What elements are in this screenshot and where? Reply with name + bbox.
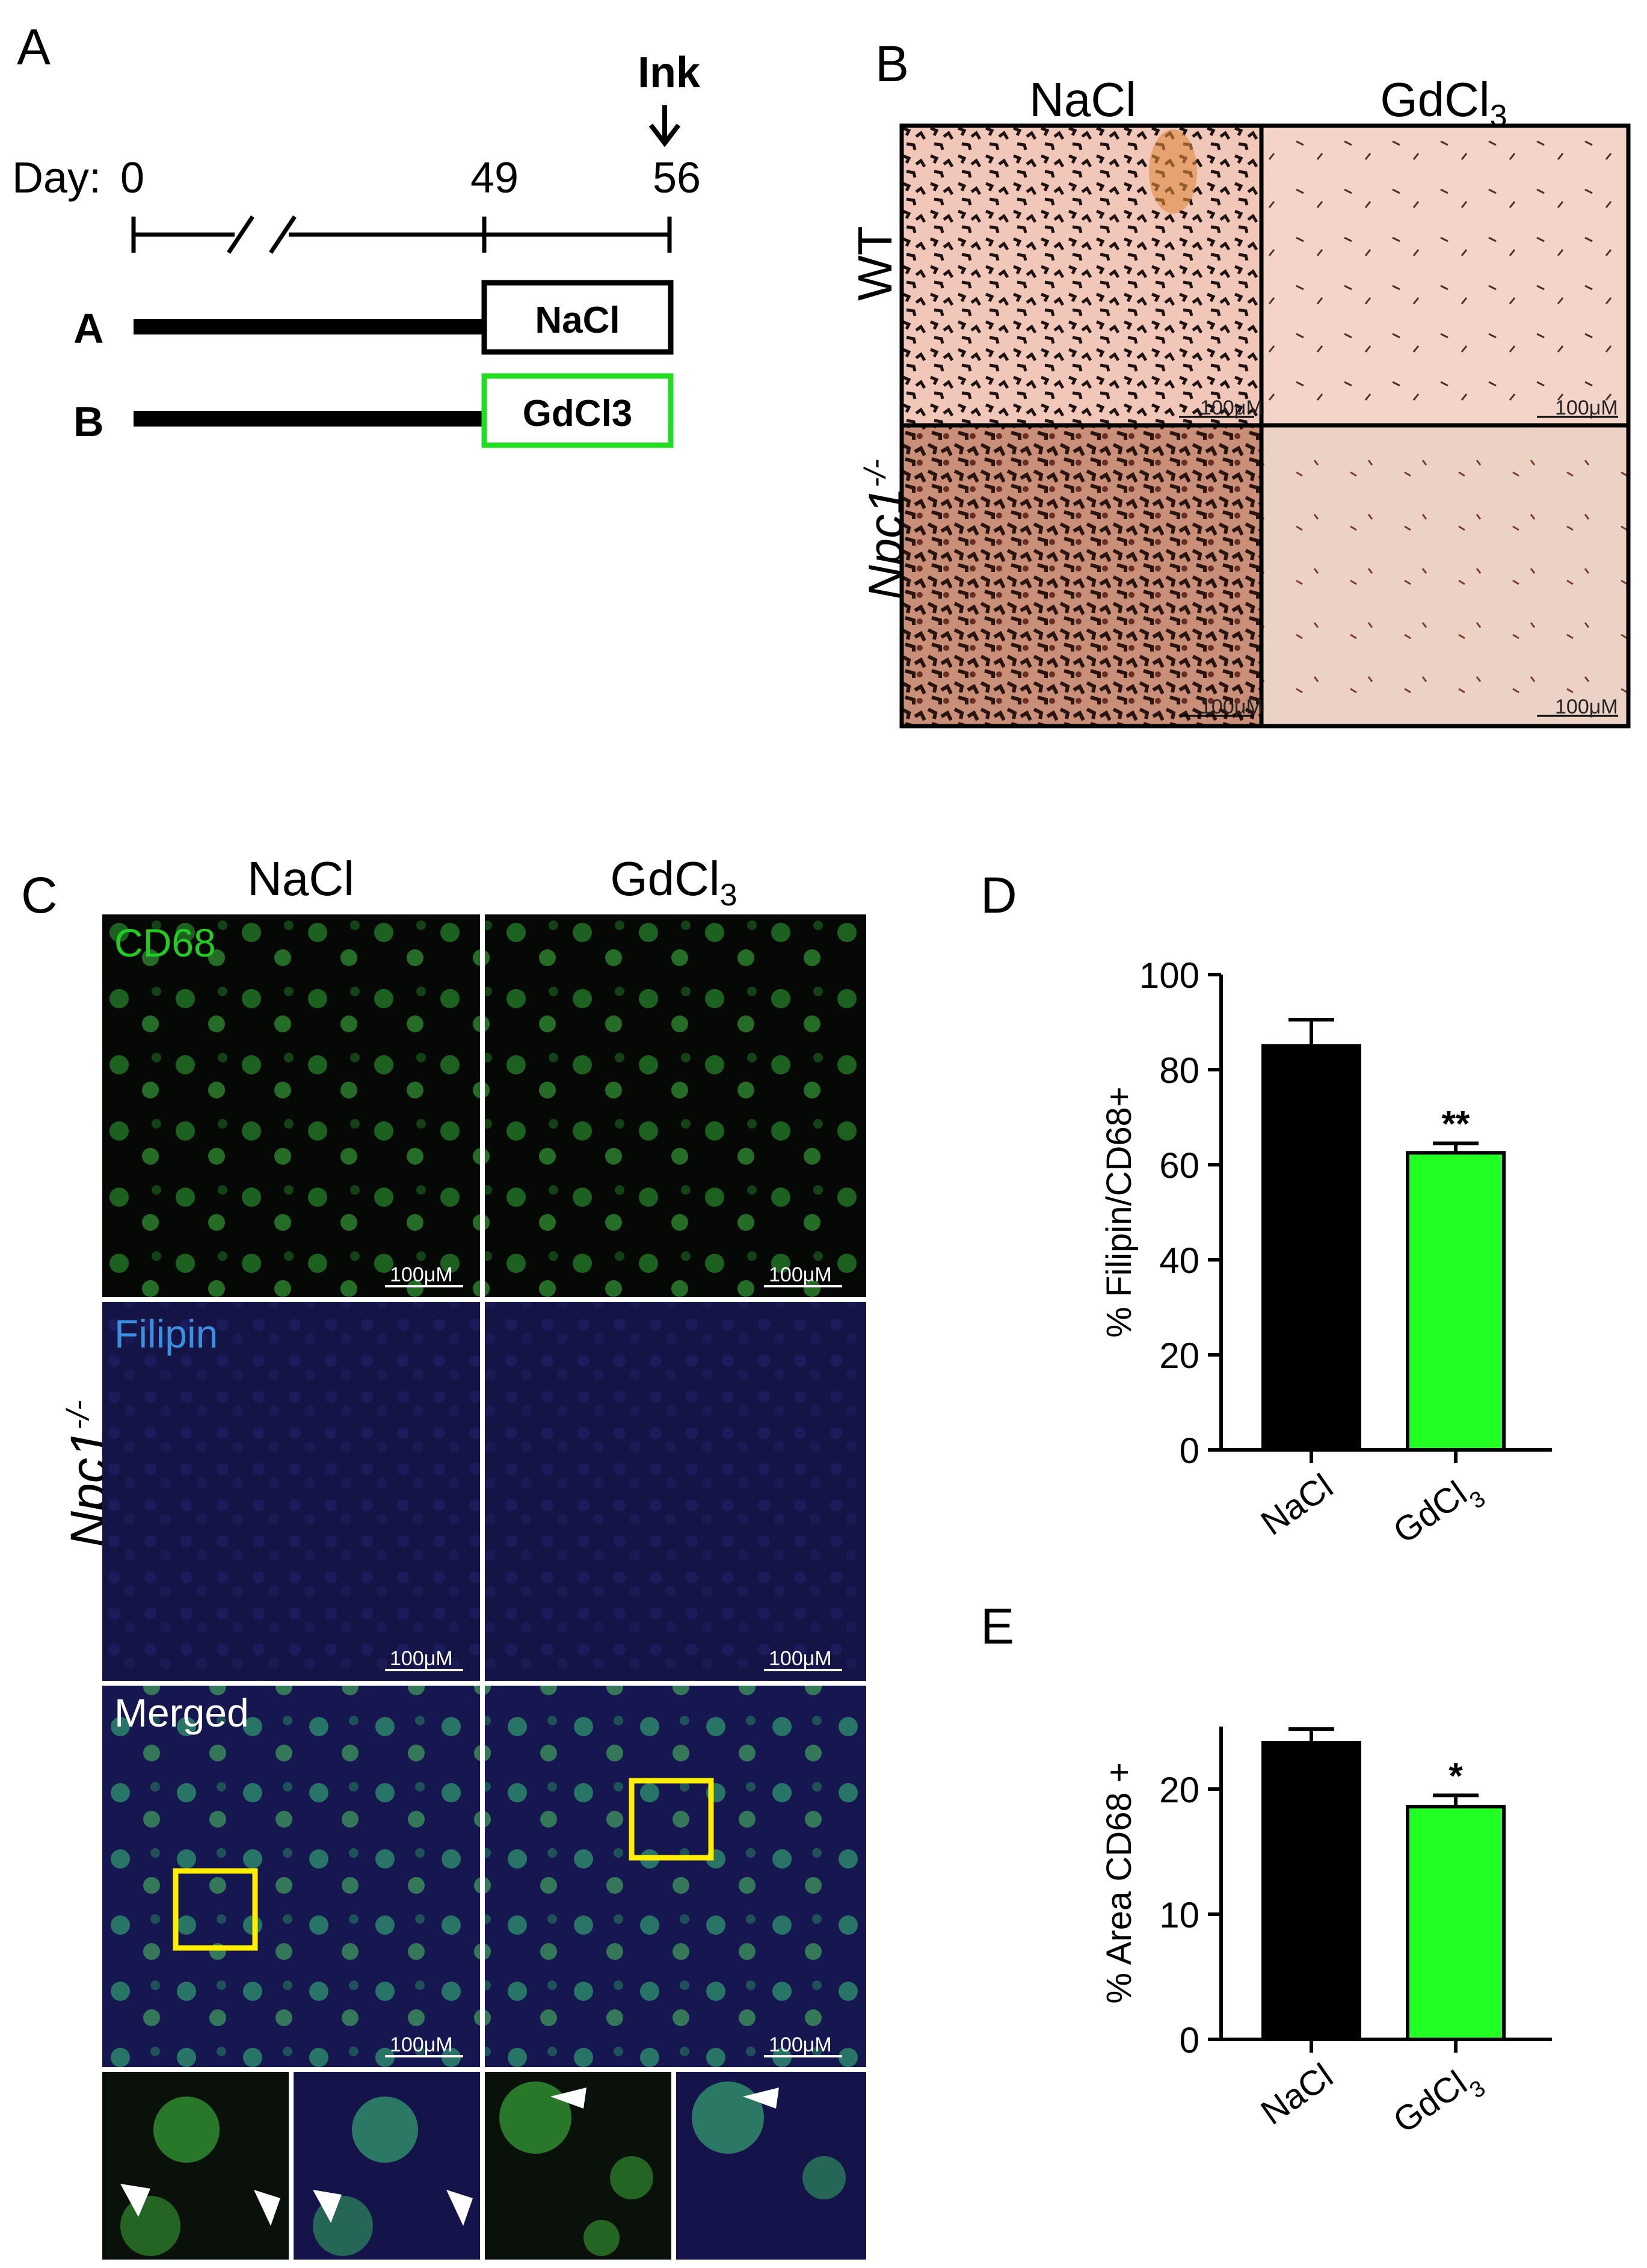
significance-label: ** bbox=[1442, 1103, 1470, 1144]
bar-gdcl3 bbox=[1406, 1805, 1506, 2041]
filipin-gdcl3-scale: 100μM bbox=[769, 1647, 832, 1670]
merged-nacl-image bbox=[102, 1686, 480, 2067]
x-tick-label: GdCl3 bbox=[1387, 2056, 1491, 2149]
panel-c-col-gdcl3-sub: 3 bbox=[719, 878, 737, 913]
cd68-gdcl3-scale: 100μM bbox=[769, 1263, 832, 1286]
panel-a-timeline: Day: 0 49 56 Ink A NaCl B GdCl3 bbox=[12, 49, 701, 448]
cd68-nacl-image bbox=[102, 914, 480, 1297]
group-a-treatment: NaCl bbox=[535, 300, 620, 341]
group-b-bar bbox=[134, 411, 485, 427]
bar-nacl bbox=[1261, 1044, 1361, 1452]
merged-nacl-scale: 100μM bbox=[390, 2033, 453, 2056]
panel-b-npc1-gdcl3-image bbox=[1261, 425, 1628, 726]
group-b-box bbox=[481, 373, 674, 448]
filipin-label: Filipin bbox=[114, 1311, 218, 1356]
panel-c-micrographs: CD68 Filipin Merged 100μM 100μM 100μM 10… bbox=[102, 914, 866, 2262]
ink-label: Ink bbox=[638, 49, 701, 97]
arrowhead-icons bbox=[120, 2088, 779, 2226]
panel-c-npc1-sup: -/- bbox=[61, 1400, 96, 1430]
panel-b-letter: B bbox=[875, 35, 910, 92]
panel-b-micrographs: 100μM 100μM 100μM 100μM bbox=[899, 123, 1631, 729]
ink-arrow-icon bbox=[648, 105, 681, 147]
day-label: Day: bbox=[12, 154, 101, 202]
tick-label-49: 49 bbox=[470, 154, 519, 202]
panel-b-scale-3: 100μM bbox=[1200, 695, 1263, 718]
cd68-label: CD68 bbox=[114, 920, 216, 965]
y-tick-label: 20 bbox=[1159, 1770, 1199, 1810]
panel-d-chart: 0 20 40 60 80 100 % Filipin/CD68+ NaCl ** GdCl3 bbox=[1100, 955, 1552, 1560]
x-tick-label: NaCl bbox=[1254, 1466, 1340, 1542]
panel-b-wt-nacl-image bbox=[902, 126, 1261, 425]
y-tick-label: 80 bbox=[1159, 1050, 1199, 1091]
panel-d-letter: D bbox=[981, 867, 1017, 923]
x-tick-label: NaCl bbox=[1254, 2056, 1340, 2132]
group-b-label: B bbox=[73, 398, 104, 445]
merged-gdcl3-zoom-box bbox=[629, 1778, 714, 1861]
filipin-nacl-scale: 100μM bbox=[390, 1647, 453, 1670]
panel-b-npc1-nacl-image bbox=[902, 425, 1261, 726]
panel-b-col-gdcl3: GdCl3 bbox=[1263, 72, 1624, 134]
panel-c-col-nacl: NaCl bbox=[247, 852, 354, 905]
y-tick-label: 60 bbox=[1159, 1145, 1199, 1186]
panel-b-scale-1: 100μM bbox=[1200, 396, 1263, 419]
group-a-bar bbox=[134, 319, 485, 334]
cd68-nacl-scale: 100μM bbox=[390, 1263, 453, 1286]
filipin-nacl-image bbox=[102, 1302, 480, 1681]
merged-gdcl3-image bbox=[485, 1686, 866, 2067]
panel-b-npc1-sup: -/- bbox=[858, 459, 892, 488]
panel-b-col-nacl: NaCl bbox=[1029, 73, 1136, 126]
panel-a-letter: A bbox=[17, 19, 51, 75]
panel-c-letter: C bbox=[21, 867, 58, 923]
panel-e-chart: 0 10 20 % Area CD68 + NaCl * GdCl3 bbox=[1100, 1727, 1552, 2149]
panel-b-col-gdcl3-base: GdCl bbox=[1380, 73, 1490, 126]
panel-b-wt-gdcl3-image bbox=[1261, 126, 1628, 425]
bar-gdcl3 bbox=[1406, 1151, 1506, 1452]
panel-b-scale-2: 100μM bbox=[1555, 396, 1618, 419]
significance-label: * bbox=[1448, 1755, 1463, 1796]
x-tick-label: GdCl3 bbox=[1387, 1466, 1491, 1559]
group-b-treatment: GdCl3 bbox=[523, 393, 633, 434]
merged-nacl-zoom-box bbox=[173, 1868, 258, 1951]
y-tick-label: 0 bbox=[1180, 1431, 1199, 1471]
panel-e-letter: E bbox=[981, 1598, 1015, 1654]
panel-c-col-gdcl3-base: GdCl bbox=[610, 852, 720, 905]
timeline-axis bbox=[131, 215, 672, 254]
tick-label-56: 56 bbox=[653, 154, 701, 202]
y-tick-label: 0 bbox=[1180, 2020, 1199, 2060]
filipin-gdcl3-image bbox=[485, 1302, 866, 1681]
tick-label-0: 0 bbox=[120, 154, 144, 202]
cd68-gdcl3-image bbox=[485, 914, 866, 1297]
merged-gdcl3-scale: 100μM bbox=[769, 2033, 832, 2056]
panel-b-scale-4: 100μM bbox=[1555, 695, 1618, 718]
merged-label: Merged bbox=[114, 1690, 249, 1735]
bar-nacl bbox=[1261, 1741, 1361, 2041]
y-tick-label: 10 bbox=[1159, 1895, 1199, 1935]
group-a-box bbox=[481, 280, 674, 355]
panel-c-col-gdcl3: GdCl3 bbox=[481, 851, 866, 913]
y-axis-label: % Area CD68 + bbox=[1100, 1762, 1139, 2003]
y-tick-label: 20 bbox=[1159, 1336, 1199, 1376]
y-axis-label: % Filipin/CD68+ bbox=[1100, 1086, 1139, 1337]
y-tick-label: 100 bbox=[1139, 955, 1199, 996]
group-a-label: A bbox=[73, 305, 104, 352]
y-tick-label: 40 bbox=[1159, 1240, 1199, 1281]
